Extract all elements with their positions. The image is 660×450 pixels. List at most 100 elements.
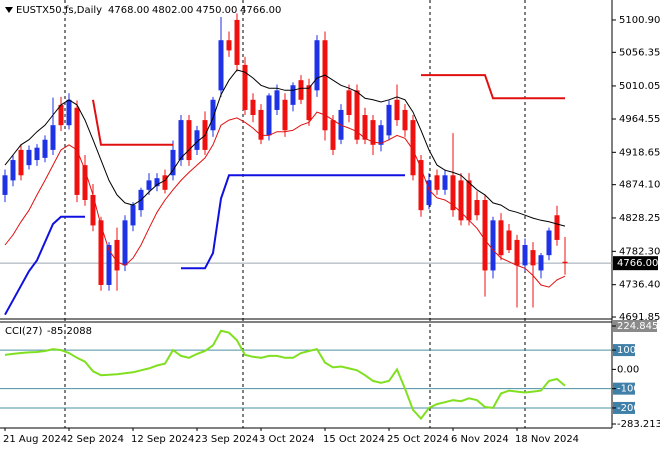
y-tick-label: 5010.05 bbox=[619, 81, 660, 92]
candle-body bbox=[370, 120, 376, 145]
candle-body bbox=[274, 90, 280, 110]
indicator-line bbox=[92, 99, 173, 146]
candle-body bbox=[186, 120, 192, 161]
indicator-line bbox=[181, 174, 405, 270]
x-tick-label: 15 Oct 2024 bbox=[323, 434, 385, 445]
candle-body bbox=[426, 180, 432, 206]
y-tick-label: 0.00 bbox=[617, 364, 639, 375]
candle-body bbox=[554, 215, 560, 240]
candle-body bbox=[250, 99, 256, 116]
candle-body bbox=[538, 255, 544, 271]
y-tick-label: 4782.30 bbox=[619, 246, 660, 257]
x-tick-label: 18 Nov 2024 bbox=[515, 434, 579, 445]
candle-body bbox=[82, 165, 88, 200]
indicator-value: -85.2088 bbox=[47, 326, 92, 337]
candle-body bbox=[330, 120, 336, 150]
candle-body bbox=[402, 109, 408, 131]
candle-body bbox=[98, 220, 104, 285]
candle-body bbox=[42, 139, 48, 158]
x-tick-label: 3 Oct 2024 bbox=[259, 434, 314, 445]
candle-body bbox=[410, 120, 416, 176]
candle-body bbox=[418, 160, 424, 211]
candle-body bbox=[354, 90, 360, 140]
candle-body bbox=[242, 64, 248, 110]
candle-body bbox=[90, 194, 96, 226]
y-tick-label: 4691.85 bbox=[619, 312, 660, 323]
y-tick-label: 4964.55 bbox=[619, 114, 660, 125]
y-tick-label: 224.8455 bbox=[617, 321, 660, 332]
y-tick-label: -100 bbox=[617, 384, 640, 395]
y-tick-label: 5100.90 bbox=[619, 15, 660, 26]
header-ohlc: 4766.00 bbox=[240, 5, 281, 16]
candle-body bbox=[378, 125, 384, 145]
y-tick-box bbox=[613, 344, 635, 357]
candle-body bbox=[458, 180, 464, 221]
candle-body bbox=[362, 115, 368, 140]
y-tick-label: 5056.35 bbox=[619, 47, 660, 58]
y-tick-box bbox=[613, 320, 657, 332]
candle-body bbox=[122, 220, 128, 266]
candle-body bbox=[346, 90, 352, 116]
candle-body bbox=[194, 130, 200, 150]
candle-body bbox=[562, 261, 568, 264]
candle-body bbox=[282, 99, 288, 131]
candle-body bbox=[546, 230, 552, 256]
indicator-line bbox=[4, 215, 85, 316]
y-tick-label: 4736.40 bbox=[619, 280, 660, 291]
candle-body bbox=[10, 160, 16, 181]
candle-body bbox=[490, 220, 496, 271]
indicator-line bbox=[421, 74, 565, 100]
x-tick-label: 21 Aug 2024 bbox=[3, 434, 67, 445]
candle-body bbox=[146, 180, 152, 190]
header-ohlc: 4802.00 bbox=[152, 5, 193, 16]
x-tick-label: 25 Oct 2024 bbox=[387, 434, 449, 445]
candle-body bbox=[482, 199, 488, 271]
candle-body bbox=[434, 175, 440, 190]
candle-body bbox=[258, 109, 264, 140]
candle-body bbox=[298, 80, 304, 100]
y-tick-label: 4874.10 bbox=[619, 180, 660, 191]
candle-body bbox=[154, 178, 160, 187]
candle-body bbox=[290, 85, 296, 105]
candle-body bbox=[530, 250, 536, 266]
period-separators bbox=[64, 0, 526, 428]
candle-body bbox=[114, 239, 120, 271]
candle-body bbox=[442, 175, 448, 190]
candle-body bbox=[66, 99, 72, 126]
candle-body bbox=[74, 107, 80, 195]
y-tick-label: 4918.65 bbox=[619, 147, 660, 158]
candle-body bbox=[226, 40, 232, 51]
candle-body bbox=[34, 147, 40, 161]
candle-body bbox=[218, 40, 224, 91]
indicator-line bbox=[4, 111, 566, 288]
x-tick-label: 23 Sep 2024 bbox=[195, 434, 258, 445]
candle-body bbox=[314, 40, 320, 91]
candle-body bbox=[178, 120, 184, 161]
header-ohlc: 4750.00 bbox=[196, 5, 237, 16]
y-tick-label: 4828.25 bbox=[619, 213, 660, 224]
candle-body bbox=[26, 149, 32, 166]
candle-body bbox=[162, 175, 168, 190]
header-ohlc: 4768.00 bbox=[108, 5, 149, 16]
candle-body bbox=[58, 104, 64, 126]
candle-body bbox=[514, 239, 520, 266]
chart-title: EUSTX50.fs,Daily bbox=[16, 5, 102, 16]
header-icon bbox=[5, 7, 13, 13]
candle-body bbox=[18, 149, 24, 176]
candle-body bbox=[522, 245, 528, 266]
cci-line bbox=[4, 329, 566, 421]
candle-body bbox=[498, 220, 504, 256]
y-tick-label: -200 bbox=[617, 403, 640, 414]
candle-body bbox=[474, 199, 480, 216]
last-price-box bbox=[613, 256, 658, 271]
y-tick-box bbox=[613, 401, 635, 414]
candle-body bbox=[170, 149, 176, 176]
candle-body bbox=[266, 95, 272, 136]
candle-body bbox=[106, 245, 112, 285]
x-tick-label: 6 Nov 2024 bbox=[451, 434, 509, 445]
y-tick-box bbox=[613, 382, 635, 395]
candle-body bbox=[130, 205, 136, 226]
indicator-title: CCI(27) bbox=[5, 326, 43, 337]
candle-body bbox=[450, 175, 456, 211]
